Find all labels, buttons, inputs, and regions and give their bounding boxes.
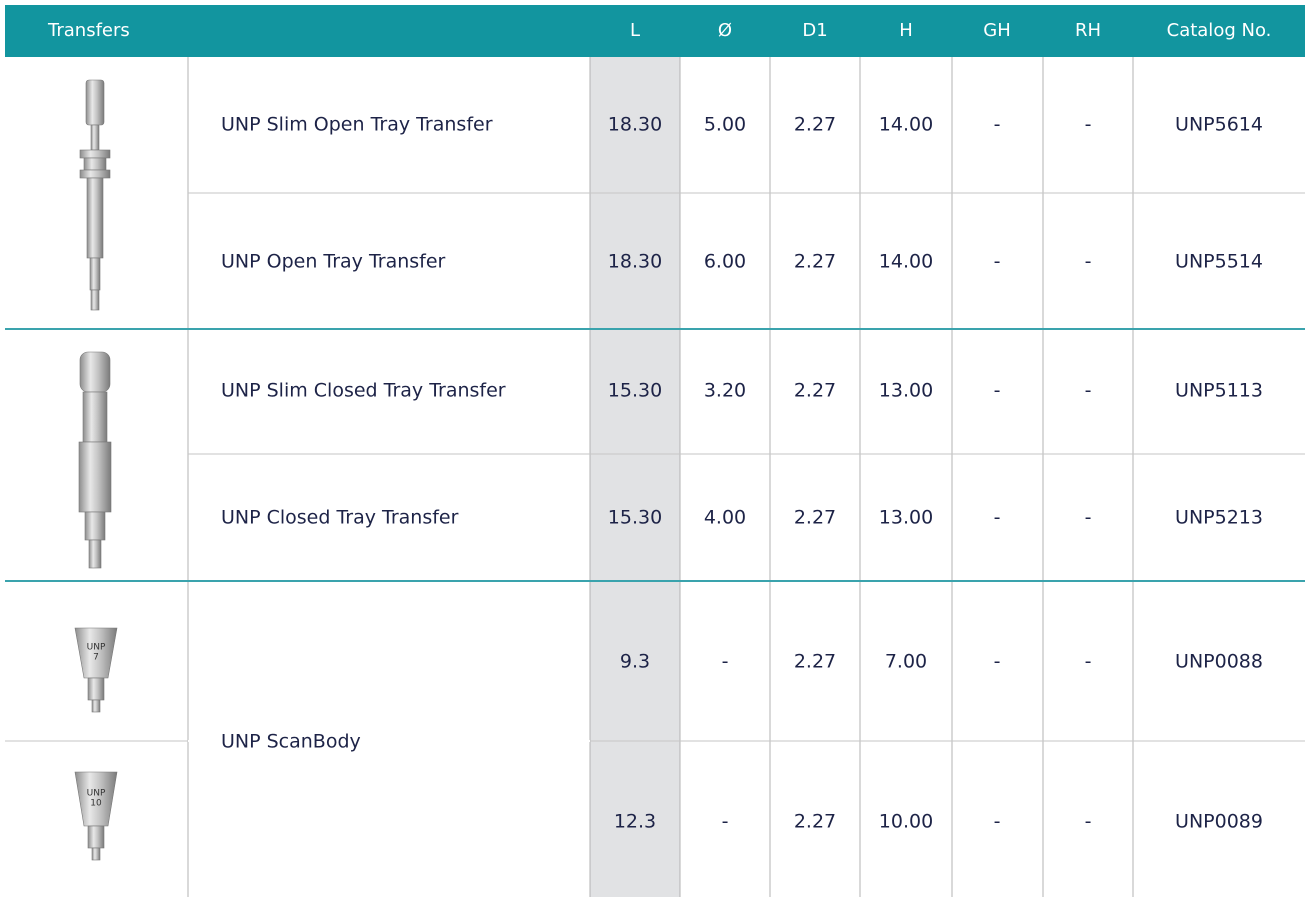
cell: 10.00 <box>879 811 933 833</box>
cell: - <box>722 811 729 833</box>
header-bar <box>5 5 1305 57</box>
cell: 7.00 <box>885 651 927 673</box>
cell: 15.30 <box>608 380 662 402</box>
product-name: UNP Slim Closed Tray Transfer <box>221 380 506 402</box>
scanbody-image <box>75 628 117 860</box>
cell: UNP0088 <box>1175 651 1263 673</box>
cell: 2.27 <box>794 651 836 673</box>
header-cell: GH <box>983 20 1010 41</box>
header-cell: RH <box>1075 20 1101 41</box>
cell: UNP5213 <box>1175 507 1263 529</box>
cell: 14.00 <box>879 114 933 136</box>
cell: 18.30 <box>608 114 662 136</box>
product-name: UNP Slim Open Tray Transfer <box>221 114 493 136</box>
product-table: Transfers L Ø D1 H GH RH Catalog No. UNP Slim Op… <box>0 0 1308 897</box>
l-column-bg <box>590 57 680 897</box>
header-cell: D1 <box>802 20 827 41</box>
cell: 3.20 <box>704 380 746 402</box>
cell: - <box>994 651 1001 673</box>
image-label: 7 <box>93 653 99 663</box>
cell: - <box>1085 811 1092 833</box>
cell: 12.3 <box>614 811 656 833</box>
cell: 14.00 <box>879 251 933 273</box>
image-label: UNP <box>87 643 106 653</box>
product-name: UNP Open Tray Transfer <box>221 251 446 273</box>
cell: 13.00 <box>879 380 933 402</box>
header-cell: Ø <box>718 20 732 41</box>
cell: - <box>1085 380 1092 402</box>
cell: - <box>722 651 729 673</box>
cell: - <box>1085 114 1092 136</box>
cell: - <box>1085 651 1092 673</box>
image-label: UNP <box>87 789 106 799</box>
cell: 9.3 <box>620 651 650 673</box>
header-cell: Catalog No. <box>1167 20 1272 41</box>
cell: 2.27 <box>794 251 836 273</box>
cell: 18.30 <box>608 251 662 273</box>
cell: 13.00 <box>879 507 933 529</box>
open-tray-image <box>80 80 110 310</box>
cell: - <box>994 251 1001 273</box>
cell: 5.00 <box>704 114 746 136</box>
cell: - <box>994 811 1001 833</box>
image-label: 10 <box>90 799 102 809</box>
cell: UNP5514 <box>1175 251 1263 273</box>
header-cell: Transfers <box>47 20 130 41</box>
cell: - <box>1085 507 1092 529</box>
cell: UNP5614 <box>1175 114 1263 136</box>
closed-tray-image <box>79 352 111 568</box>
cell: 2.27 <box>794 811 836 833</box>
product-name: UNP Closed Tray Transfer <box>221 507 459 529</box>
cell: 15.30 <box>608 507 662 529</box>
cell: - <box>994 507 1001 529</box>
cell: 6.00 <box>704 251 746 273</box>
cell: 2.27 <box>794 380 836 402</box>
cell: - <box>1085 251 1092 273</box>
header-cell: H <box>899 20 913 41</box>
cell: UNP5113 <box>1175 380 1263 402</box>
cell: - <box>994 114 1001 136</box>
cell: 4.00 <box>704 507 746 529</box>
cell: UNP0089 <box>1175 811 1263 833</box>
cell: 2.27 <box>794 507 836 529</box>
product-name: UNP ScanBody <box>221 731 361 753</box>
header-cell: L <box>630 20 640 41</box>
cell: 2.27 <box>794 114 836 136</box>
cell: - <box>994 380 1001 402</box>
